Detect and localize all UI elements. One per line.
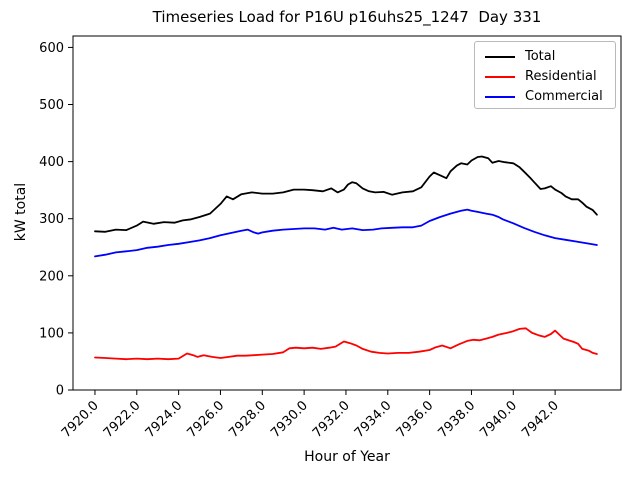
axes-box bbox=[72, 35, 622, 391]
x-tick-label: 7930.0 bbox=[268, 398, 311, 441]
x-tick-label: 7934.0 bbox=[352, 398, 395, 441]
y-tick-label: 100 bbox=[39, 326, 64, 341]
y-tick-label: 600 bbox=[39, 41, 64, 56]
x-tick-label: 7928.0 bbox=[226, 398, 269, 441]
y-tick-label: 500 bbox=[39, 98, 64, 113]
legend-label-total: Total bbox=[525, 49, 556, 64]
line-total bbox=[94, 155, 598, 233]
residential-line-swatch bbox=[485, 76, 515, 78]
y-tick-label: 0 bbox=[56, 384, 64, 399]
commercial-line-swatch bbox=[485, 96, 515, 98]
x-tick-label: 7942.0 bbox=[519, 398, 562, 441]
x-tick-label: 7940.0 bbox=[477, 398, 520, 441]
x-tick-label: 7922.0 bbox=[101, 398, 144, 441]
legend-label-commercial: Commercial bbox=[525, 89, 603, 104]
line-residential bbox=[94, 327, 598, 361]
y-tick-label: 400 bbox=[39, 155, 64, 170]
legend-item-residential: Residential bbox=[485, 67, 605, 87]
legend-item-total: Total bbox=[485, 47, 605, 67]
legend-item-commercial: Commercial bbox=[485, 87, 605, 107]
legend: Total Residential Commercial bbox=[474, 41, 616, 109]
x-tick-label: 7938.0 bbox=[435, 398, 478, 441]
legend-label-residential: Residential bbox=[525, 69, 597, 84]
x-tick-label: 7936.0 bbox=[394, 398, 437, 441]
chart-title: Timeseries Load for P16U p16uhs25_1247 D… bbox=[152, 8, 542, 26]
y-tick-label: 300 bbox=[39, 212, 64, 227]
y-tick-label: 200 bbox=[39, 269, 64, 284]
total-line-swatch bbox=[485, 56, 515, 58]
y-axis-label: kW total bbox=[13, 182, 29, 242]
x-tick-label: 7932.0 bbox=[310, 398, 353, 441]
x-tick-label: 7924.0 bbox=[143, 398, 186, 441]
line-commercial bbox=[94, 208, 598, 258]
x-tick-label: 7920.0 bbox=[59, 398, 102, 441]
x-axis-label: Hour of Year bbox=[304, 449, 390, 465]
x-tick-label: 7926.0 bbox=[185, 398, 228, 441]
